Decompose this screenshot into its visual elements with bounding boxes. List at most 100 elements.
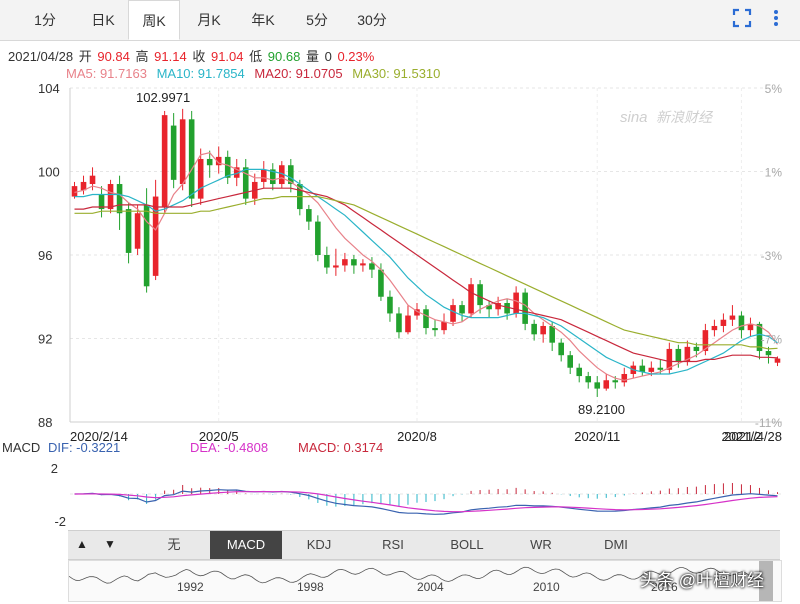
- candle[interactable]: [351, 255, 357, 274]
- candle[interactable]: [522, 288, 528, 331]
- candle[interactable]: [197, 148, 204, 205]
- scroll-up-button[interactable]: ▲: [76, 537, 88, 551]
- date-tick-label: 2020/11: [574, 429, 620, 444]
- candle[interactable]: [315, 215, 321, 262]
- candle[interactable]: [71, 181, 78, 199]
- percent-tick-label: 5%: [765, 84, 783, 96]
- candle[interactable]: [585, 371, 592, 389]
- candle[interactable]: [260, 161, 267, 189]
- candle[interactable]: [405, 305, 411, 335]
- candle[interactable]: [423, 305, 429, 335]
- sina-finance-logo: sina 新浪财经: [620, 109, 714, 126]
- candle[interactable]: [504, 298, 510, 320]
- candle[interactable]: [107, 179, 114, 214]
- more-icon[interactable]: [764, 8, 788, 32]
- candle[interactable]: [432, 319, 438, 337]
- candle[interactable]: [306, 204, 312, 230]
- tab-yearly-k[interactable]: 年K: [251, 12, 275, 28]
- range-handle[interactable]: [759, 561, 773, 601]
- candle[interactable]: [756, 321, 763, 360]
- scroll-down-button[interactable]: ▼: [104, 537, 116, 551]
- candle[interactable]: [369, 257, 375, 278]
- percent-tick-label: -7%: [761, 333, 783, 347]
- indicator-kdj[interactable]: KDJ: [306, 537, 332, 552]
- candle[interactable]: [170, 113, 177, 189]
- candle[interactable]: [342, 252, 348, 272]
- candle[interactable]: [486, 300, 492, 318]
- candle[interactable]: [594, 376, 601, 397]
- ohlc-info-line: 2021/04/28 开 90.84 高 91.14 收 91.04 低 90.…: [8, 46, 376, 65]
- indicator-rsi[interactable]: RSI: [382, 537, 404, 552]
- candle[interactable]: [161, 110, 168, 214]
- tab-1min[interactable]: 1分: [34, 12, 56, 28]
- candle[interactable]: [333, 248, 339, 276]
- tab-30min[interactable]: 30分: [357, 12, 387, 28]
- indicator-macd[interactable]: MACD: [210, 531, 282, 559]
- tab-daily-k[interactable]: 日K: [91, 12, 115, 28]
- candle[interactable]: [441, 313, 447, 335]
- candle[interactable]: [774, 356, 781, 367]
- tab-monthly-k[interactable]: 月K: [197, 12, 221, 28]
- macd-panel[interactable]: MACD DIF: -0.3221 DEA: -0.4808 MACD: 0.3…: [0, 436, 800, 532]
- candle[interactable]: [360, 259, 366, 272]
- indicator-bar: ▲ ▼ 无 MACD KDJ RSI BOLL WR DMI: [68, 530, 780, 560]
- tab-weekly-k[interactable]: 周K: [128, 0, 180, 40]
- macd-dea-label: DEA: -0.4808: [190, 440, 268, 455]
- candle[interactable]: [513, 286, 519, 318]
- candle[interactable]: [396, 307, 402, 339]
- candle[interactable]: [531, 319, 537, 341]
- candle[interactable]: [269, 163, 276, 191]
- fullscreen-icon[interactable]: [730, 8, 754, 32]
- indicator-boll[interactable]: BOLL: [450, 537, 484, 552]
- candle[interactable]: [720, 313, 727, 333]
- candle[interactable]: [206, 150, 213, 178]
- candle[interactable]: [765, 346, 772, 364]
- candle[interactable]: [711, 319, 718, 337]
- candle[interactable]: [567, 351, 573, 374]
- macd-dea-line: [74, 490, 778, 513]
- indicator-none[interactable]: 无: [167, 537, 181, 552]
- kline-chart[interactable]: sina 新浪财经 104 5% 100 1% 96 -3% 92 -7% 88 -11% 202…: [0, 84, 800, 444]
- indicator-dmi[interactable]: DMI: [604, 537, 628, 552]
- candle[interactable]: [179, 108, 186, 191]
- candle[interactable]: [639, 359, 646, 377]
- candle[interactable]: [188, 110, 195, 207]
- price-tick-label: 88: [38, 415, 52, 430]
- candle[interactable]: [459, 300, 465, 322]
- candle[interactable]: [747, 317, 754, 337]
- candle[interactable]: [495, 296, 501, 316]
- candle[interactable]: [134, 204, 141, 255]
- candle[interactable]: [215, 146, 222, 174]
- candle[interactable]: [621, 367, 628, 387]
- candle[interactable]: [233, 158, 240, 187]
- candle[interactable]: [288, 158, 294, 193]
- candle[interactable]: [242, 158, 249, 205]
- macd-dif-line: [74, 489, 778, 515]
- candle[interactable]: [576, 363, 583, 383]
- ma10-legend: MA10: 91.7854: [156, 66, 245, 81]
- watermark-text: 头条 @叶檀财经: [640, 571, 764, 590]
- candle[interactable]: [468, 277, 474, 318]
- tab-5min[interactable]: 5分: [306, 12, 328, 28]
- macd-value-label: MACD: 0.3174: [298, 440, 383, 455]
- candle[interactable]: [450, 298, 456, 326]
- candle[interactable]: [279, 161, 285, 189]
- range-overview[interactable]: 1992 1998 2004 2010 2016: [68, 560, 782, 602]
- candle[interactable]: [729, 305, 736, 326]
- candle[interactable]: [603, 373, 610, 391]
- candle[interactable]: [387, 290, 393, 322]
- candle[interactable]: [558, 338, 564, 362]
- indicator-wr[interactable]: WR: [530, 537, 552, 552]
- ma5-legend: MA5: 91.7163: [66, 66, 147, 81]
- candle[interactable]: [702, 323, 709, 356]
- candle[interactable]: [540, 321, 546, 343]
- info-date: 2021/04/28: [8, 49, 74, 64]
- candle[interactable]: [80, 175, 87, 195]
- candle[interactable]: [324, 246, 330, 274]
- candle[interactable]: [666, 342, 673, 374]
- candle[interactable]: [224, 150, 231, 185]
- candle[interactable]: [125, 202, 132, 264]
- candle[interactable]: [116, 175, 123, 230]
- candle[interactable]: [98, 186, 105, 218]
- candle[interactable]: [738, 311, 745, 339]
